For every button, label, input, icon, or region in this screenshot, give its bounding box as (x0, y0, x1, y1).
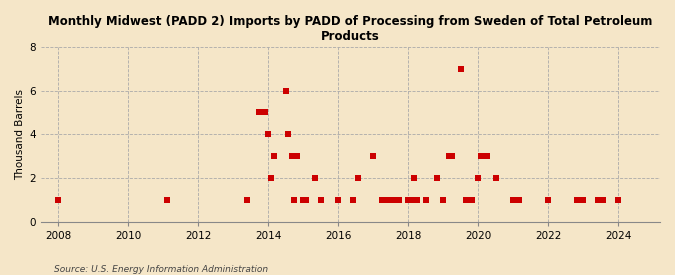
Point (53, 198, 63, 202)
Point (265, 176, 276, 180)
Point (432, 176, 443, 180)
Point (455, 67, 466, 71)
Point (348, 198, 358, 202)
Point (333, 198, 344, 202)
Point (411, 198, 422, 202)
Point (368, 154, 379, 158)
Point (572, 198, 583, 202)
Text: Source: U.S. Energy Information Administration: Source: U.S. Energy Information Administ… (54, 265, 268, 274)
Point (408, 176, 419, 180)
Point (286, 154, 297, 158)
Point (298, 198, 308, 202)
Point (300, 198, 311, 202)
Point (388, 198, 399, 202)
Point (466, 198, 477, 202)
Point (543, 198, 554, 202)
Point (353, 176, 364, 180)
Point (280, 89, 291, 93)
Point (263, 132, 273, 136)
Point (283, 132, 294, 136)
Point (508, 198, 518, 202)
Point (578, 198, 589, 202)
Point (406, 198, 416, 202)
Point (403, 198, 414, 202)
Point (391, 198, 402, 202)
Point (593, 198, 603, 202)
Point (394, 198, 405, 202)
Point (269, 154, 279, 158)
Point (514, 198, 524, 202)
Point (315, 198, 326, 202)
Point (289, 198, 300, 202)
Point (242, 198, 252, 202)
Point (260, 110, 271, 115)
Y-axis label: Thousand Barrels: Thousand Barrels (15, 89, 25, 180)
Point (382, 198, 393, 202)
Point (292, 154, 302, 158)
Point (461, 198, 472, 202)
Point (490, 176, 501, 180)
Point (420, 198, 431, 202)
Point (443, 154, 454, 158)
Point (377, 198, 387, 202)
Point (161, 198, 172, 202)
Point (481, 154, 492, 158)
Point (254, 110, 265, 115)
Point (598, 198, 609, 202)
Point (309, 176, 320, 180)
Point (613, 198, 624, 202)
Point (475, 154, 486, 158)
Point (446, 154, 457, 158)
Point (472, 176, 483, 180)
Title: Monthly Midwest (PADD 2) Imports by PADD of Processing from Sweden of Total Petr: Monthly Midwest (PADD 2) Imports by PADD… (48, 15, 653, 43)
Point (437, 198, 448, 202)
